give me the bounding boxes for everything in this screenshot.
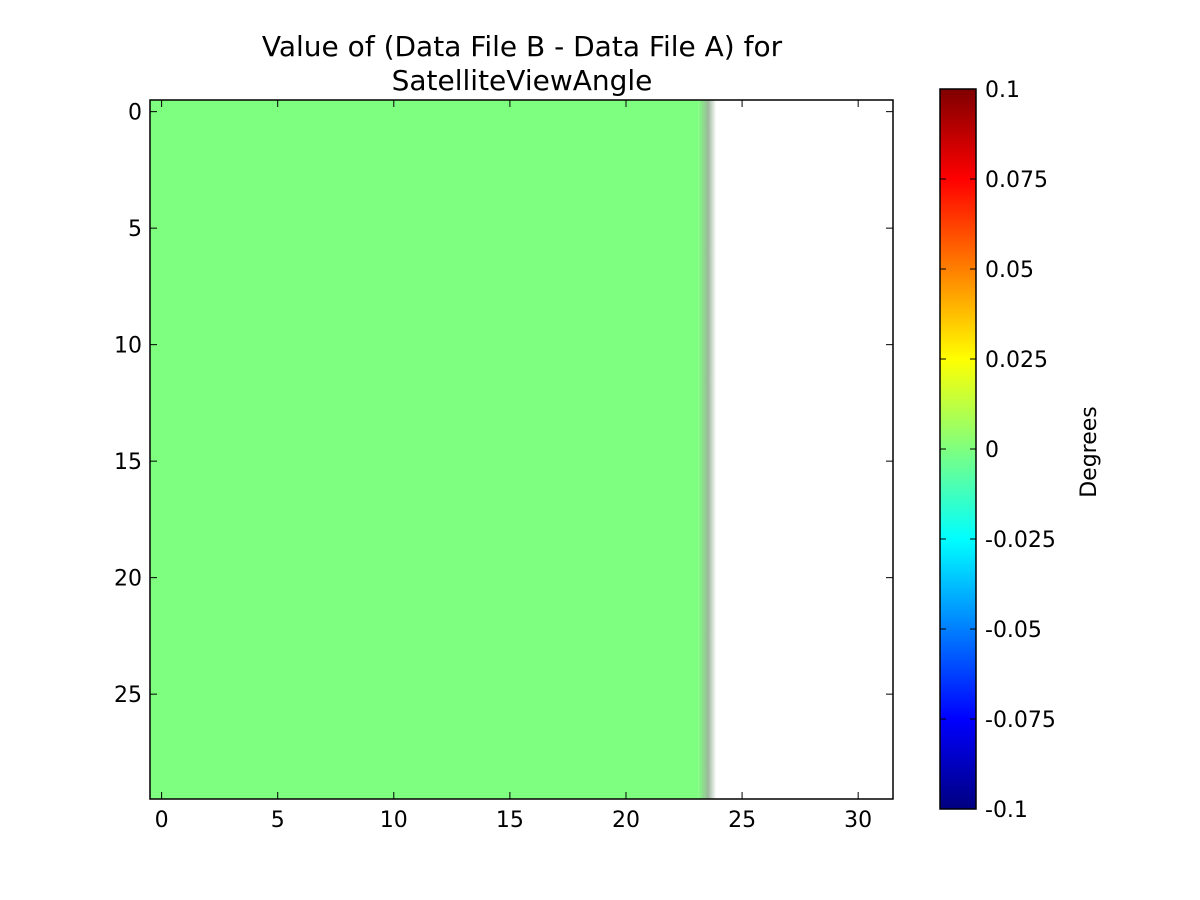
- colorbar-tick-label: -0.075: [985, 708, 1056, 733]
- y-tick-label: 20: [114, 567, 142, 592]
- x-axis: 0 5 10 15 20 25 30: [155, 100, 872, 833]
- x-tick-label: 0: [155, 808, 169, 833]
- x-tick-label: 10: [380, 808, 408, 833]
- colorbar-tick-label: -0.1: [985, 798, 1028, 823]
- plot-area: [149, 99, 894, 800]
- title-line-2: SatelliteViewAngle: [392, 64, 653, 97]
- colorbar-tick-label: 0.05: [985, 258, 1034, 283]
- colorbar-tick-label: -0.05: [985, 618, 1042, 643]
- y-tick-label: 5: [128, 217, 142, 242]
- colorbar-tick-label: 0.1: [985, 78, 1020, 103]
- chart-title: Value of (Data File B - Data File A) for…: [262, 30, 783, 97]
- colorbar-tick-label: 0: [985, 438, 999, 463]
- colorbar: 0.10.0750.050.0250-0.025-0.05-0.075-0.1 …: [939, 78, 1102, 823]
- x-tick-label: 25: [728, 808, 756, 833]
- heatmap-edge-transition: [698, 100, 717, 799]
- x-tick-label: 15: [496, 808, 524, 833]
- colorbar-label: Degrees: [1077, 406, 1102, 498]
- x-tick-label: 20: [612, 808, 640, 833]
- plot-frame: [149, 99, 894, 800]
- y-tick-label: 25: [114, 683, 142, 708]
- y-tick-label: 10: [114, 334, 142, 359]
- colorbar-tick-label: 0.075: [985, 168, 1048, 193]
- heatmap-valid-region: [150, 100, 699, 799]
- x-tick-label: 5: [271, 808, 285, 833]
- colorbar-tick-label: 0.025: [985, 348, 1048, 373]
- colorbar-tick-label: -0.025: [985, 528, 1056, 553]
- x-tick-label: 30: [844, 808, 872, 833]
- title-line-1: Value of (Data File B - Data File A) for: [262, 30, 783, 63]
- y-tick-label: 15: [114, 450, 142, 475]
- y-axis: 0 5 10 15 20 25: [114, 101, 893, 708]
- colorbar-ticks: 0.1 0.075 0.05 0.025 0 -0.025 -0.05 -0.075 -0.1: [940, 78, 1056, 823]
- y-tick-label: 0: [128, 101, 142, 126]
